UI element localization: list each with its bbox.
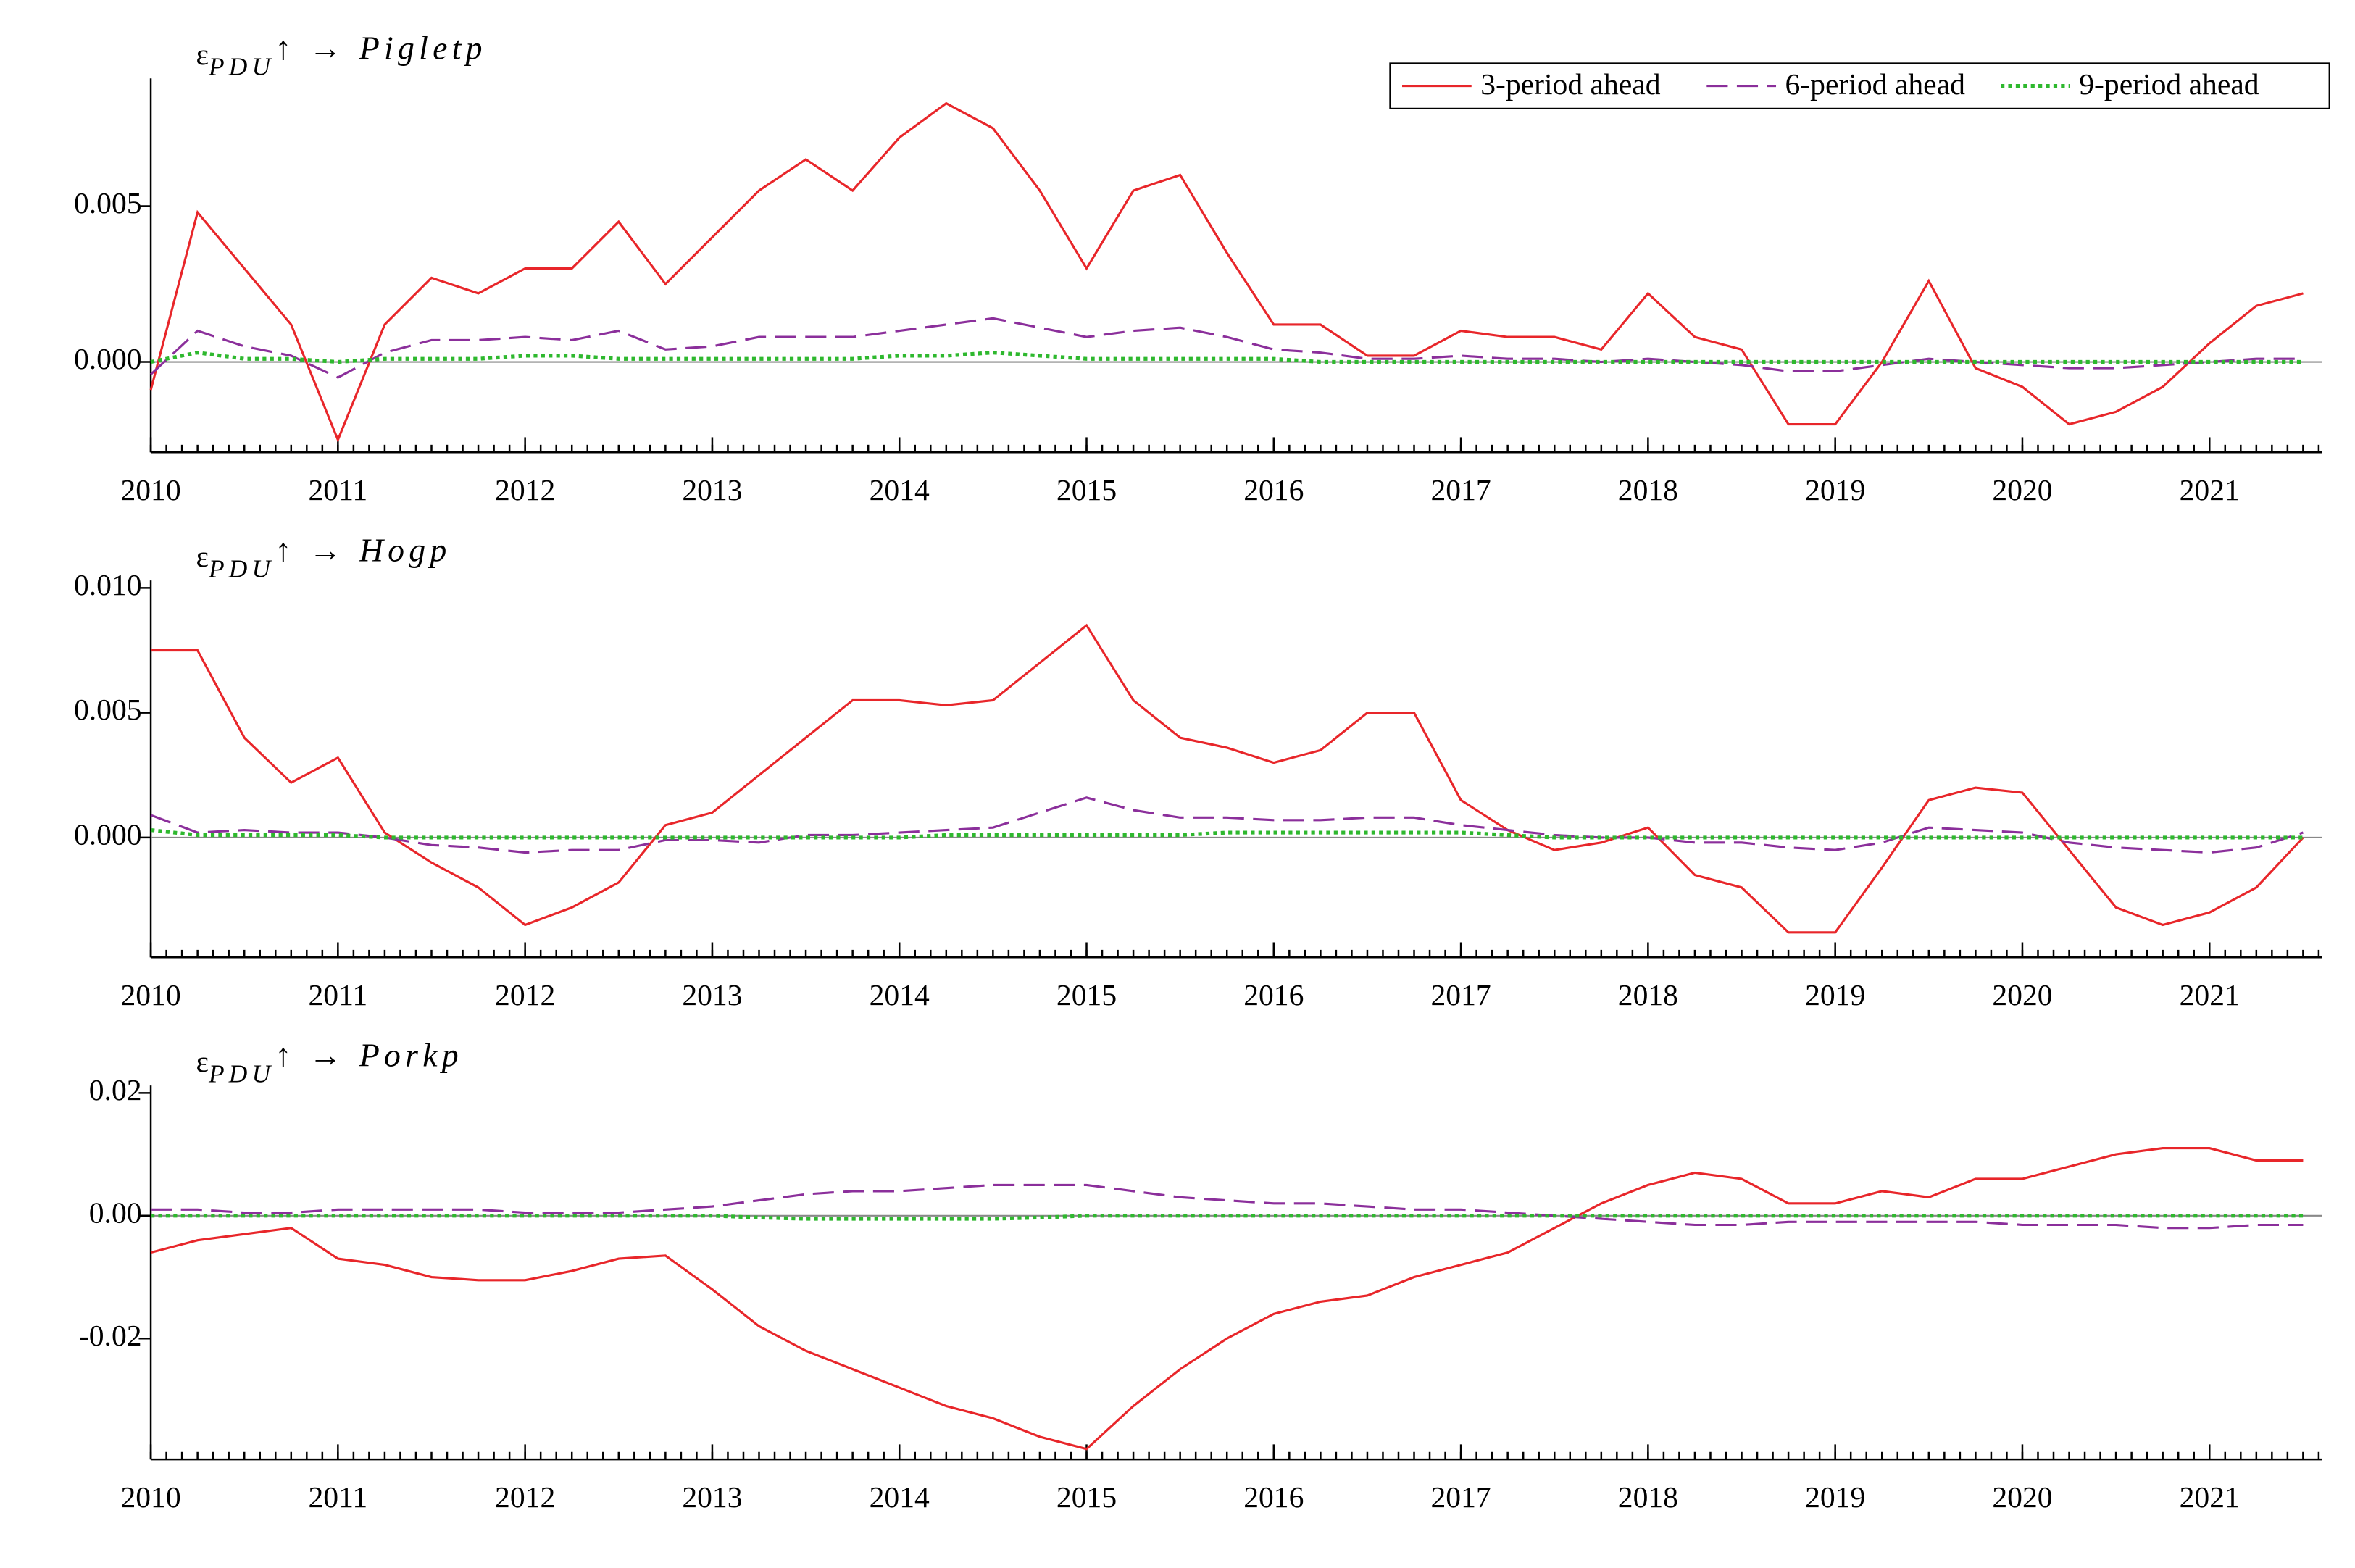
series-line	[151, 623, 2304, 934]
x-tick-label: 2014	[870, 474, 930, 507]
x-tick-label: 2017	[1430, 474, 1491, 507]
x-tick-label: 2014	[870, 1481, 930, 1514]
x-tick-label: 2021	[2180, 474, 2240, 507]
x-tick-label: 2011	[309, 474, 368, 507]
y-tick-label: 0.005	[74, 187, 142, 220]
x-tick-label: 2019	[1805, 1481, 1865, 1514]
x-tick-label: 2012	[495, 1481, 555, 1514]
x-tick-label: 2018	[1618, 979, 1678, 1012]
title-subscript: PDU	[208, 52, 275, 81]
panel-title: εPDU↑ → Porkp	[196, 1036, 462, 1088]
x-tick-label: 2018	[1618, 1481, 1678, 1514]
x-tick-label: 2010	[120, 979, 180, 1012]
y-tick-label: 0.000	[74, 343, 142, 376]
series-line	[150, 828, 2304, 840]
title-symbol: ε	[196, 1046, 208, 1079]
x-tick-label: 2012	[495, 474, 555, 507]
x-tick-label: 2020	[1992, 1481, 2052, 1514]
x-tick-label: 2016	[1243, 1481, 1304, 1514]
x-tick-label: 2010	[120, 1481, 180, 1514]
y-tick-label: 0.000	[74, 818, 142, 851]
x-tick-label: 2013	[682, 1481, 742, 1514]
x-tick-label: 2010	[120, 474, 180, 507]
title-rest: ↑ → Porkp	[275, 1036, 463, 1073]
title-subscript: PDU	[208, 1059, 275, 1088]
x-tick-label: 2011	[309, 979, 368, 1012]
legend-label: 6-period ahead	[1785, 68, 1966, 101]
x-tick-label: 2016	[1243, 474, 1304, 507]
y-tick-label: 0.010	[74, 569, 142, 602]
x-tick-label: 2019	[1805, 474, 1865, 507]
x-tick-label: 2021	[2180, 979, 2240, 1012]
title-rest: ↑ → Hogp	[275, 531, 451, 568]
series-line	[150, 1147, 2304, 1451]
panel-title: εPDU↑ → Hogp	[196, 531, 451, 583]
x-tick-label: 2015	[1056, 979, 1117, 1012]
x-tick-label: 2012	[495, 979, 555, 1012]
x-tick-label: 2015	[1056, 474, 1117, 507]
y-tick-label: 0.005	[74, 693, 142, 727]
y-tick-label: 0.00	[89, 1196, 142, 1230]
title-symbol: ε	[196, 541, 208, 574]
x-tick-label: 2020	[1992, 979, 2052, 1012]
series-line	[150, 317, 2304, 379]
title-subscript: PDU	[208, 554, 275, 583]
x-tick-label: 2021	[2180, 1481, 2240, 1514]
title-rest: ↑ → Pigletp	[275, 29, 486, 66]
x-tick-label: 2013	[682, 979, 742, 1012]
title-symbol: ε	[196, 38, 208, 72]
series-line	[151, 1183, 2304, 1230]
series-line	[149, 101, 2304, 443]
legend-box	[1389, 62, 2330, 109]
x-tick-label: 2020	[1992, 474, 2052, 507]
x-tick-label: 2016	[1243, 979, 1304, 1012]
x-tick-label: 2014	[870, 979, 930, 1012]
x-tick-label: 2019	[1805, 979, 1865, 1012]
x-tick-label: 2017	[1430, 1481, 1491, 1514]
panel-title: εPDU↑ → Pigletp	[196, 29, 486, 81]
legend-label: 3-period ahead	[1480, 68, 1661, 101]
x-tick-label: 2017	[1430, 979, 1491, 1012]
x-tick-label: 2011	[309, 1481, 368, 1514]
legend-label: 9-period ahead	[2079, 68, 2259, 101]
y-tick-label: 0.02	[89, 1074, 142, 1107]
series-line	[150, 350, 2304, 364]
y-tick-label: -0.02	[79, 1319, 142, 1353]
x-tick-label: 2018	[1618, 474, 1678, 507]
x-tick-label: 2015	[1056, 1481, 1117, 1514]
x-tick-label: 2013	[682, 474, 742, 507]
series-line	[150, 796, 2304, 854]
